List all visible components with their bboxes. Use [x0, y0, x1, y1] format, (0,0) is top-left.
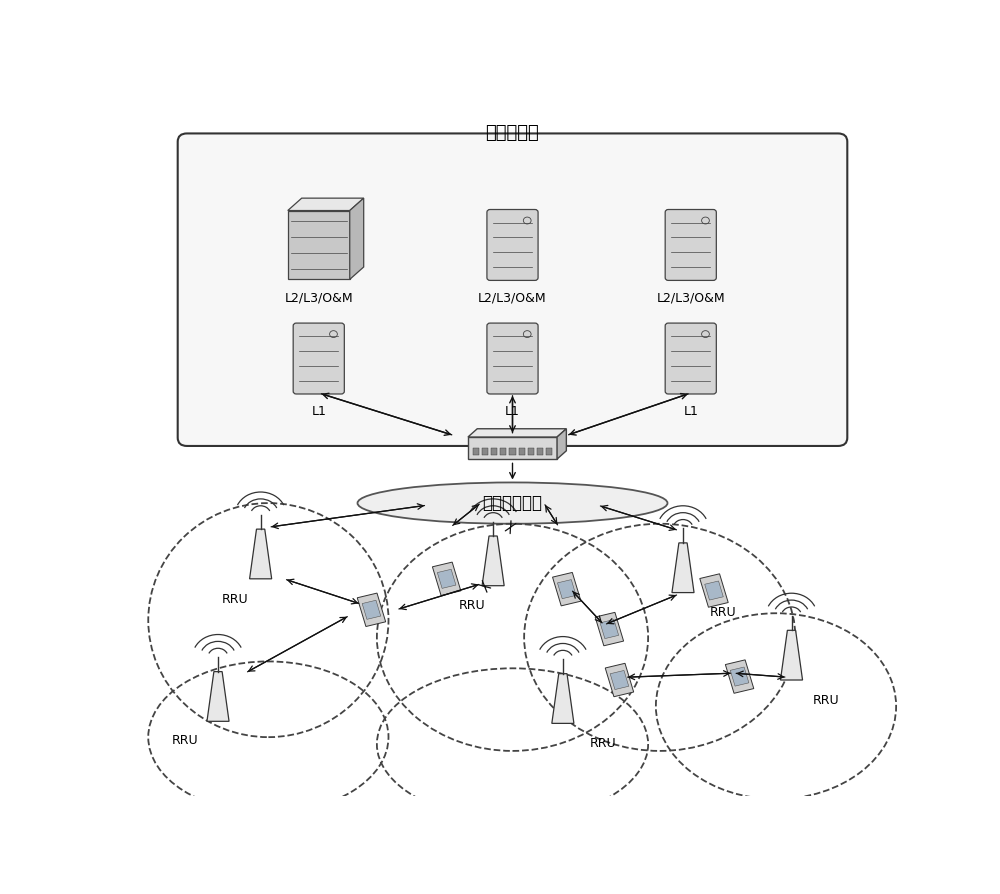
Polygon shape — [288, 210, 350, 279]
Polygon shape — [730, 667, 749, 686]
Polygon shape — [552, 674, 574, 723]
FancyBboxPatch shape — [178, 133, 847, 446]
Polygon shape — [595, 612, 624, 645]
Polygon shape — [725, 660, 754, 693]
Bar — [546, 448, 552, 455]
Bar — [500, 448, 506, 455]
Polygon shape — [557, 579, 576, 599]
Bar — [473, 448, 479, 455]
Text: L2/L3/O&M: L2/L3/O&M — [478, 291, 547, 305]
Bar — [519, 448, 525, 455]
Text: L1: L1 — [683, 405, 698, 418]
Text: RRU: RRU — [222, 593, 248, 605]
Text: RRU: RRU — [172, 734, 198, 746]
Polygon shape — [288, 198, 364, 210]
Ellipse shape — [358, 483, 668, 524]
Polygon shape — [557, 429, 566, 459]
Polygon shape — [482, 536, 504, 586]
Polygon shape — [705, 581, 723, 600]
FancyBboxPatch shape — [293, 323, 344, 394]
FancyBboxPatch shape — [665, 209, 716, 281]
Polygon shape — [700, 574, 728, 607]
FancyBboxPatch shape — [665, 323, 716, 394]
Text: L1: L1 — [311, 405, 326, 418]
Bar — [528, 448, 534, 455]
Text: RRU: RRU — [813, 694, 840, 707]
FancyBboxPatch shape — [487, 323, 538, 394]
Text: L2/L3/O&M: L2/L3/O&M — [284, 291, 353, 305]
Text: 虚拟基带池: 虚拟基带池 — [486, 124, 539, 142]
Polygon shape — [357, 593, 386, 627]
Bar — [491, 448, 497, 455]
Polygon shape — [350, 198, 364, 279]
Polygon shape — [468, 437, 557, 459]
Text: L1: L1 — [505, 405, 520, 418]
Bar — [482, 448, 488, 455]
Text: L2/L3/O&M: L2/L3/O&M — [656, 291, 725, 305]
Text: RRU: RRU — [458, 600, 485, 612]
Polygon shape — [672, 543, 694, 593]
Polygon shape — [250, 529, 272, 578]
Text: RRU: RRU — [590, 738, 617, 750]
FancyBboxPatch shape — [487, 209, 538, 281]
Polygon shape — [600, 620, 619, 638]
Polygon shape — [780, 630, 803, 680]
Text: 光纤回程链路: 光纤回程链路 — [482, 494, 542, 512]
Polygon shape — [362, 600, 381, 620]
Polygon shape — [207, 671, 229, 721]
Polygon shape — [610, 670, 629, 689]
Polygon shape — [553, 572, 581, 606]
Polygon shape — [468, 429, 566, 437]
Polygon shape — [605, 663, 634, 696]
Polygon shape — [432, 562, 461, 595]
Bar — [509, 448, 516, 455]
Polygon shape — [437, 569, 456, 588]
Bar — [537, 448, 543, 455]
Text: RRU: RRU — [710, 606, 737, 620]
